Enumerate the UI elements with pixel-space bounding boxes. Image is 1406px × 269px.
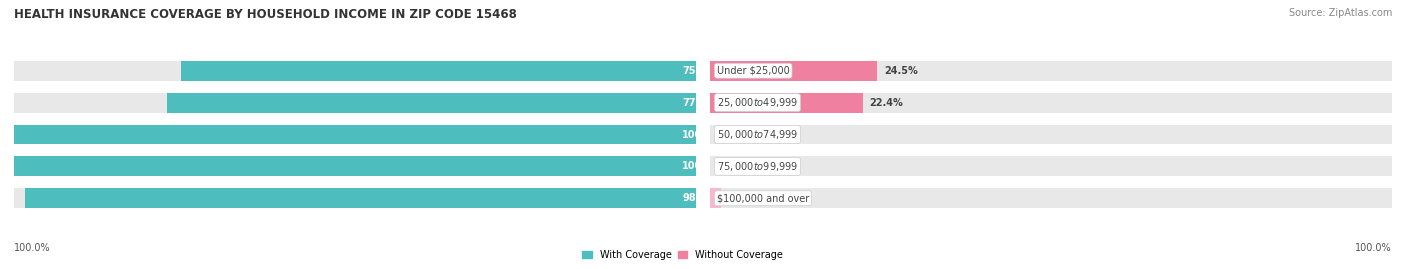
Bar <box>710 93 1392 112</box>
Text: 75.5%: 75.5% <box>682 66 716 76</box>
Text: 100.0%: 100.0% <box>682 129 723 140</box>
Bar <box>14 93 696 112</box>
Bar <box>181 61 696 81</box>
Text: 22.4%: 22.4% <box>869 98 903 108</box>
Bar <box>710 61 877 81</box>
Text: Source: ZipAtlas.com: Source: ZipAtlas.com <box>1288 8 1392 18</box>
Legend: With Coverage, Without Coverage: With Coverage, Without Coverage <box>579 246 787 264</box>
Text: 100.0%: 100.0% <box>14 243 51 253</box>
Bar <box>710 125 1392 144</box>
Bar <box>14 125 696 144</box>
Bar <box>14 157 696 176</box>
Text: 77.6%: 77.6% <box>682 98 716 108</box>
Text: 24.5%: 24.5% <box>884 66 918 76</box>
Text: 1.6%: 1.6% <box>728 193 755 203</box>
Text: HEALTH INSURANCE COVERAGE BY HOUSEHOLD INCOME IN ZIP CODE 15468: HEALTH INSURANCE COVERAGE BY HOUSEHOLD I… <box>14 8 517 21</box>
Text: $25,000 to $49,999: $25,000 to $49,999 <box>717 96 799 109</box>
Bar <box>710 157 1392 176</box>
Bar <box>710 188 1392 208</box>
Text: $100,000 and over: $100,000 and over <box>717 193 808 203</box>
Text: 100.0%: 100.0% <box>682 161 723 171</box>
Text: 100.0%: 100.0% <box>1355 243 1392 253</box>
Bar <box>14 188 696 208</box>
Text: $75,000 to $99,999: $75,000 to $99,999 <box>717 160 799 173</box>
Text: Under $25,000: Under $25,000 <box>717 66 790 76</box>
Bar <box>710 93 863 112</box>
Bar <box>167 93 696 112</box>
Text: 98.4%: 98.4% <box>682 193 716 203</box>
Bar <box>710 188 721 208</box>
Bar <box>710 61 1392 81</box>
Bar <box>14 61 696 81</box>
Text: 0.0%: 0.0% <box>717 129 741 140</box>
Bar <box>14 157 696 176</box>
Text: 0.0%: 0.0% <box>717 161 741 171</box>
Text: $50,000 to $74,999: $50,000 to $74,999 <box>717 128 799 141</box>
Bar <box>14 125 696 144</box>
Bar <box>25 188 696 208</box>
